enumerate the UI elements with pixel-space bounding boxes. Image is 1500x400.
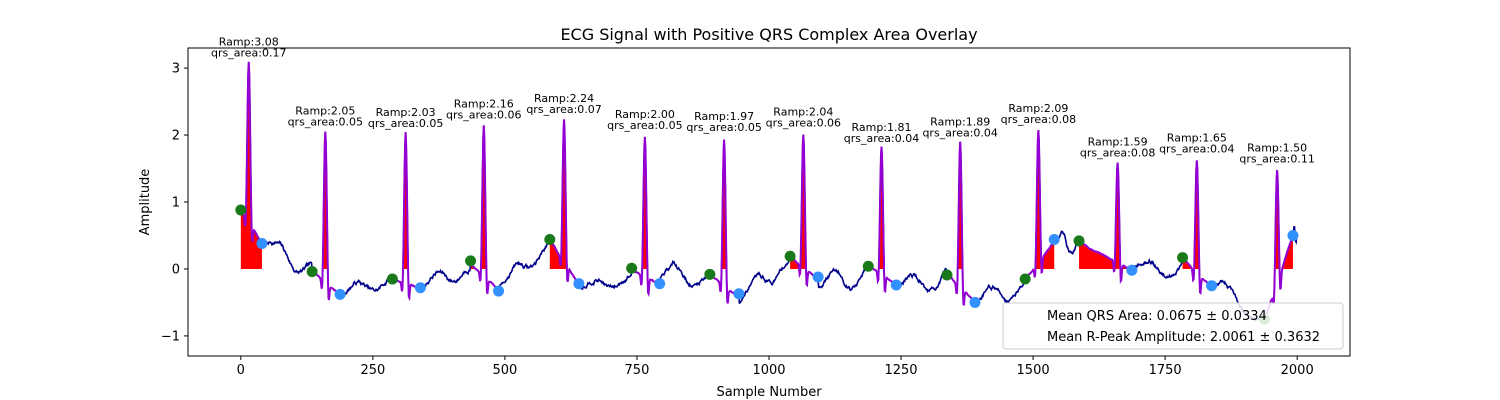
x-tick-label-1500: 1500 <box>1017 363 1050 378</box>
qrs-segment-12 <box>1078 162 1133 285</box>
r-amp-label-11: Ramp:2.09 <box>1008 102 1068 115</box>
qrs-onset-marker-10 <box>941 269 953 281</box>
qrs-offset-marker-8 <box>812 271 824 283</box>
legend-box <box>1002 302 1344 350</box>
qrs-segment-2 <box>311 131 341 301</box>
r-amp-label-9: Ramp:1.81 <box>851 121 911 134</box>
x-axis-label: Sample Number <box>716 385 822 400</box>
qrs-onset-marker-9 <box>862 260 874 272</box>
qrs-area-label-12: qrs_area:0.08 <box>1080 146 1155 159</box>
qrs-offset-marker-3 <box>414 282 426 294</box>
qrs-onset-marker-7 <box>704 268 716 280</box>
r-amp-label-7: Ramp:1.97 <box>694 110 754 123</box>
x-tick-label-0: 0 <box>237 363 245 378</box>
plot-area <box>235 61 1299 325</box>
y-tick-label-0: −1 <box>161 329 180 344</box>
qrs-segment-5 <box>549 119 580 286</box>
qrs-area-label-10: qrs_area:0.04 <box>922 126 997 139</box>
y-axis-label: Amplitude <box>138 169 153 236</box>
legend-entry-mean-r-peak-amplitude: Mean R-Peak Amplitude: 2.0061 ± 0.3632 <box>1047 330 1320 345</box>
qrs-segment-10 <box>946 141 976 306</box>
qrs-onset-marker-11 <box>1019 273 1031 285</box>
qrs-area-label-6: qrs_area:0.05 <box>607 119 682 132</box>
qrs-onset-marker-4 <box>465 255 477 267</box>
y-tick-label-2: 1 <box>172 196 180 211</box>
r-amp-label-6: Ramp:2.00 <box>615 108 675 121</box>
r-amp-label-8: Ramp:2.04 <box>773 105 833 118</box>
y-tick-label-4: 3 <box>172 62 180 77</box>
qrs-offset-marker-2 <box>334 288 346 300</box>
r-amp-label-10: Ramp:1.89 <box>930 115 990 128</box>
qrs-area-label-11: qrs_area:0.08 <box>1001 113 1076 126</box>
qrs-area-label-8: qrs_area:0.06 <box>766 116 841 129</box>
qrs-area-label-14: qrs_area:0.11 <box>1239 153 1314 166</box>
qrs-onset-marker-6 <box>626 262 638 274</box>
qrs-area-label-1: qrs_area:0.17 <box>211 47 286 60</box>
qrs-offset-marker-14 <box>1287 229 1299 241</box>
x-tick-label-500: 500 <box>492 363 517 378</box>
qrs-area-fill-13 <box>1182 160 1212 269</box>
r-amp-label-12: Ramp:1.59 <box>1088 135 1148 148</box>
r-amp-label-4: Ramp:2.16 <box>454 97 514 110</box>
plot-content <box>235 61 1299 325</box>
qrs-segment-4 <box>469 125 500 294</box>
beat-annotations: Ramp:3.08qrs_area:0.17Ramp:2.05qrs_area:… <box>211 36 1315 166</box>
r-amp-label-14: Ramp:1.50 <box>1247 142 1307 155</box>
qrs-offset-marker-13 <box>1206 280 1218 292</box>
qrs-offset-marker-6 <box>654 278 666 290</box>
qrs-offset-marker-5 <box>573 278 585 290</box>
qrs-offset-marker-1 <box>256 238 268 250</box>
qrs-area-label-4: qrs_area:0.06 <box>446 108 521 121</box>
qrs-onset-marker-8 <box>784 250 796 262</box>
x-tick-label-250: 250 <box>360 363 385 378</box>
x-tick-label-750: 750 <box>625 363 650 378</box>
r-amp-label-2: Ramp:2.05 <box>295 105 355 118</box>
qrs-area-label-7: qrs_area:0.05 <box>686 121 761 134</box>
qrs-area-fill-7 <box>709 139 739 269</box>
qrs-segment-1 <box>240 61 263 244</box>
qrs-onset-marker-13 <box>1177 252 1189 264</box>
qrs-area-label-13: qrs_area:0.04 <box>1159 142 1234 155</box>
qrs-offset-marker-4 <box>493 285 505 297</box>
qrs-area-label-2: qrs_area:0.05 <box>288 116 363 129</box>
qrs-onset-marker-2 <box>306 266 318 278</box>
x-tick-label-1000: 1000 <box>752 363 785 378</box>
y-tick-label-1: 0 <box>172 262 180 277</box>
r-amp-label-13: Ramp:1.65 <box>1167 131 1227 144</box>
qrs-area-label-3: qrs_area:0.05 <box>368 117 443 130</box>
qrs-offset-marker-10 <box>969 296 981 308</box>
qrs-offset-marker-12 <box>1126 264 1138 276</box>
qrs-onset-marker-5 <box>544 233 556 245</box>
qrs-area-label-9: qrs_area:0.04 <box>844 132 919 145</box>
qrs-segment-13 <box>1182 160 1213 295</box>
x-tick-label-1250: 1250 <box>884 363 917 378</box>
r-amp-label-3: Ramp:2.03 <box>376 106 436 119</box>
y-tick-label-3: 2 <box>172 129 180 144</box>
qrs-offset-marker-9 <box>890 279 902 291</box>
qrs-offset-marker-7 <box>733 288 745 300</box>
axis-ticks: 0 250 500 750 1000 1250 1500 1750 2000 −1 0 1 2 3 <box>161 62 1314 378</box>
qrs-onset-marker-3 <box>386 273 398 285</box>
qrs-onset-marker-12 <box>1073 235 1085 247</box>
r-amp-label-1: Ramp:3.08 <box>219 36 279 49</box>
qrs-segment-11 <box>1024 129 1055 281</box>
chart-title: ECG Signal with Positive QRS Complex Are… <box>560 25 977 44</box>
qrs-offset-marker-11 <box>1048 233 1060 245</box>
qrs-area-fill-5 <box>549 119 579 269</box>
x-tick-label-1750: 1750 <box>1149 363 1182 378</box>
qrs-area-label-5: qrs_area:0.07 <box>526 103 601 116</box>
x-tick-label-2000: 2000 <box>1281 363 1314 378</box>
r-amp-label-5: Ramp:2.24 <box>534 92 594 105</box>
qrs-onset-marker-1 <box>235 204 247 216</box>
legend: Mean QRS Area: 0.0675 ± 0.0334 Mean R-Pe… <box>1002 302 1344 350</box>
legend-entry-mean-qrs-area: Mean QRS Area: 0.0675 ± 0.0334 <box>1047 309 1267 324</box>
